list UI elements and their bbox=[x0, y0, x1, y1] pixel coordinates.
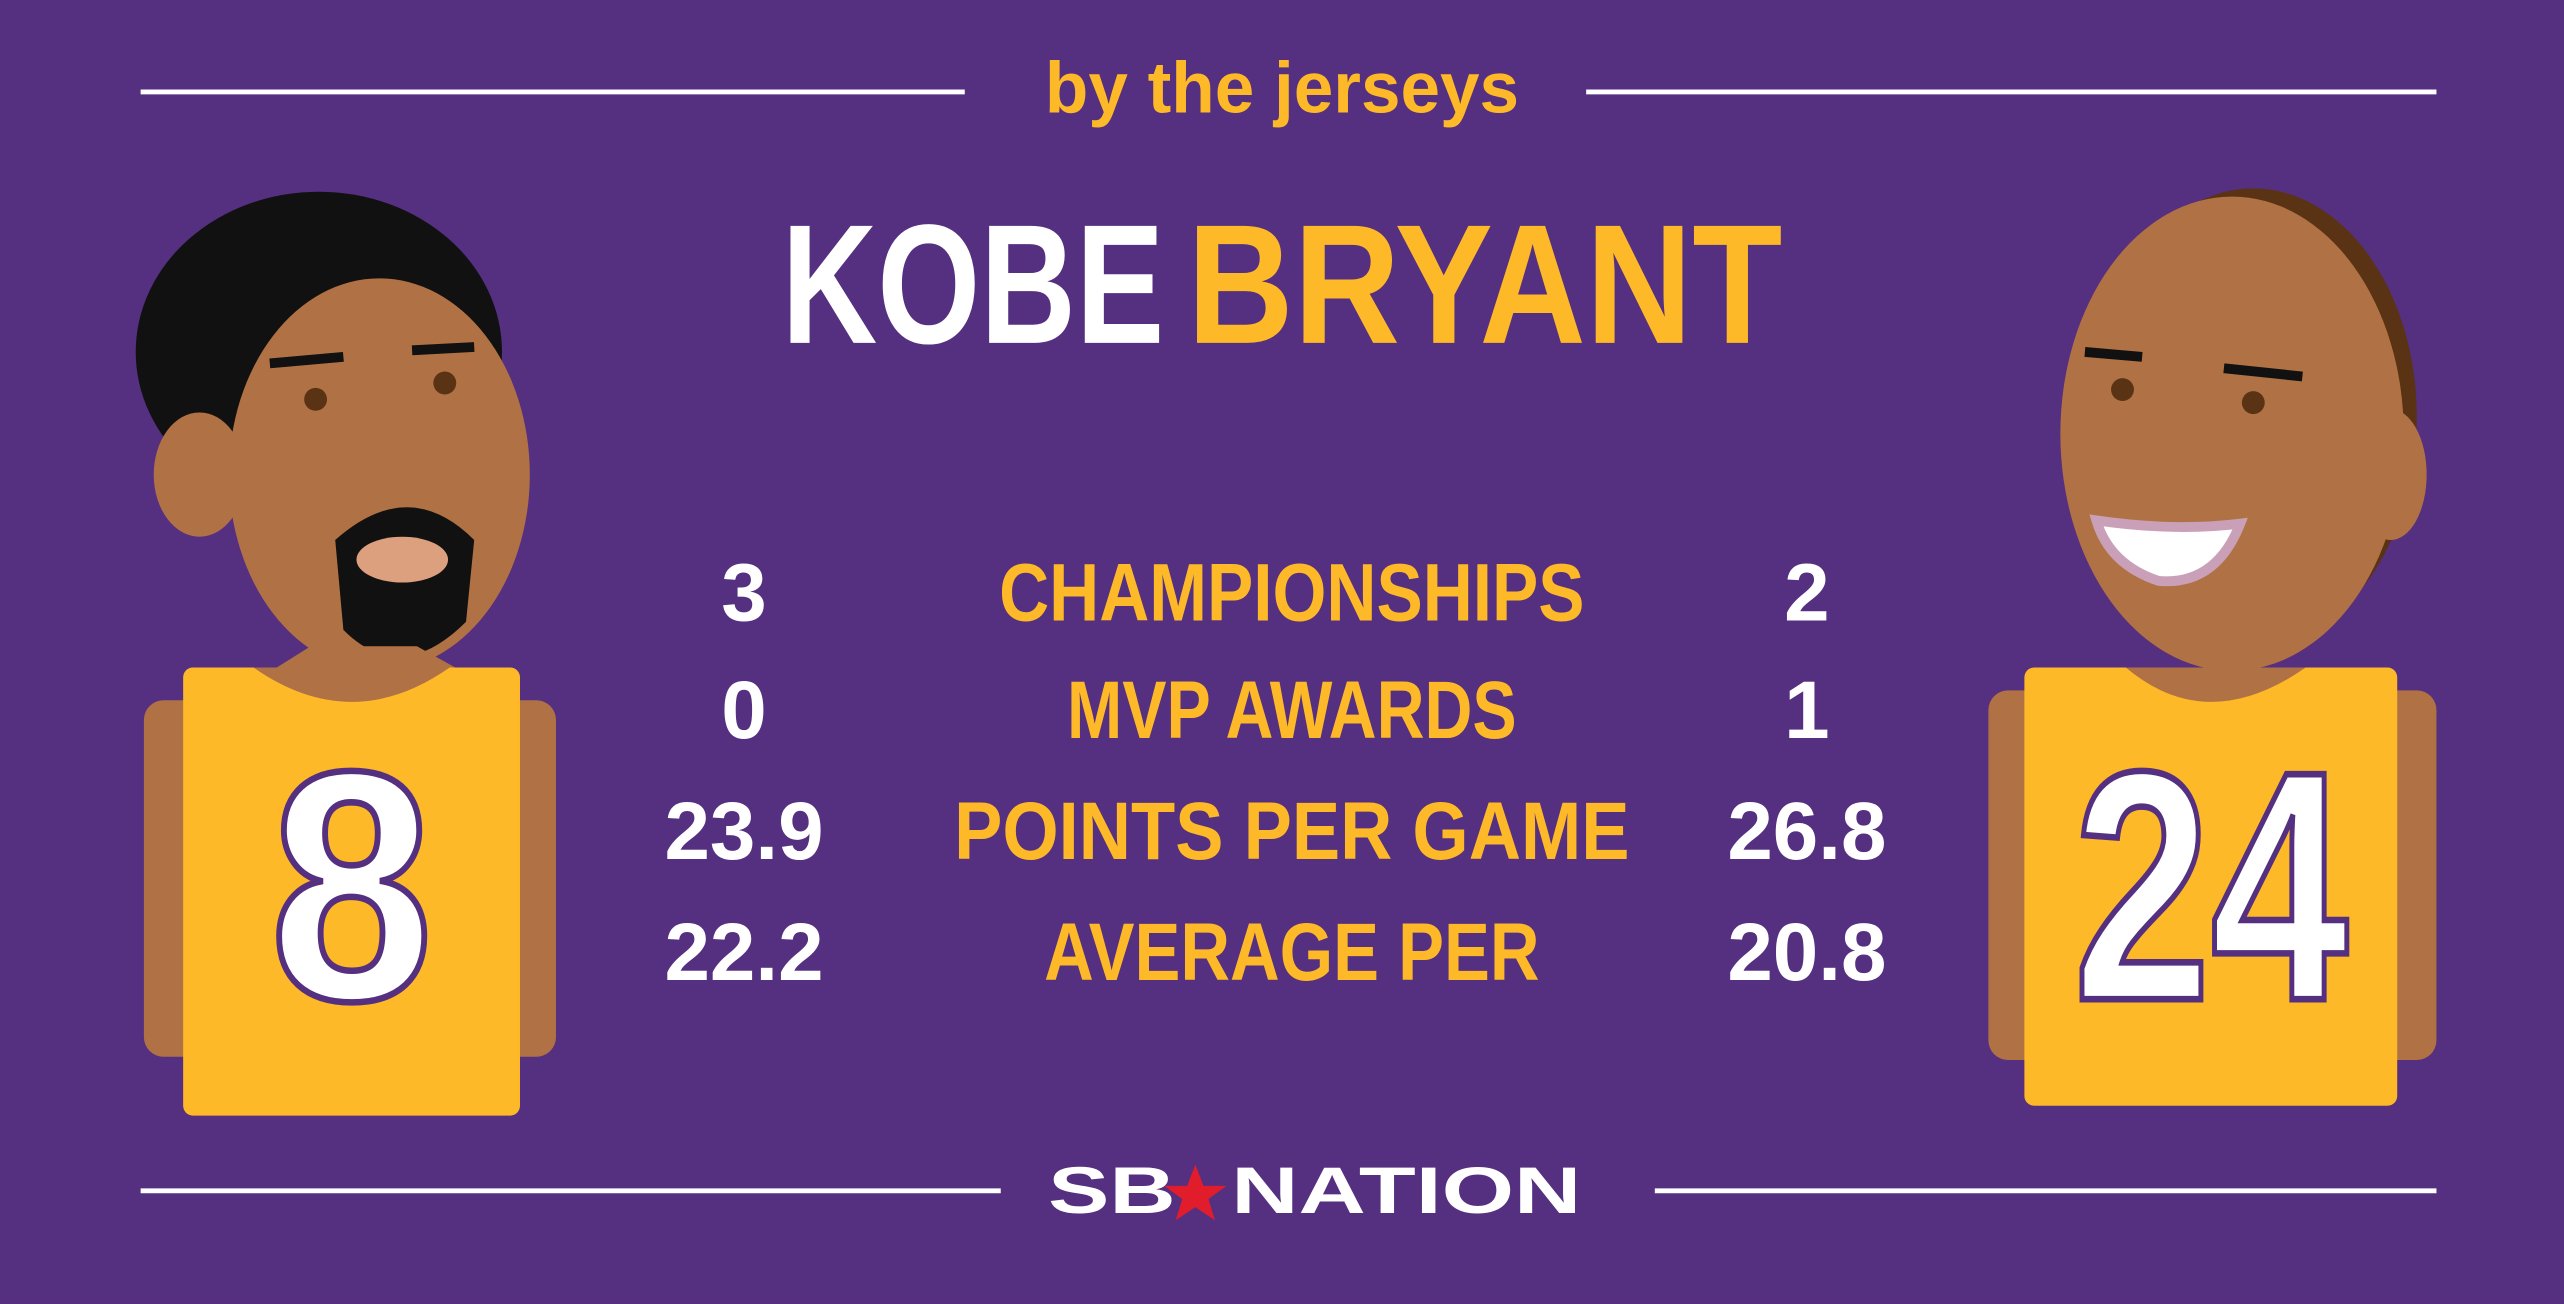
stat-right: 2 bbox=[1784, 547, 1829, 638]
stat-right: 1 bbox=[1784, 665, 1829, 756]
logo-text: NATION bbox=[1231, 1154, 1581, 1227]
stat-label: AVERAGE PER bbox=[1044, 907, 1539, 998]
left-figure bbox=[135, 191, 556, 1116]
first-name: KOBE bbox=[782, 190, 1165, 380]
right-figure bbox=[1988, 188, 2437, 1106]
stat-label: CHAMPIONSHIPS bbox=[999, 547, 1584, 638]
jersey-number: 24 bbox=[2073, 704, 2349, 1069]
stat-left: 0 bbox=[721, 665, 766, 756]
stat-label: POINTS PER GAME bbox=[954, 786, 1629, 877]
stat-left: 22.2 bbox=[664, 907, 823, 998]
stat-label: MVP AWARDS bbox=[1067, 665, 1517, 756]
stats-table: 3 CHAMPIONSHIPS 2 0 MVP AWARDS 1 23.9 POINTS PE… bbox=[664, 547, 1886, 998]
stat-right: 26.8 bbox=[1727, 786, 1886, 877]
stat-left: 23.9 bbox=[664, 786, 823, 877]
last-name: BRYANT bbox=[1187, 190, 1782, 380]
logo-text: SB bbox=[1048, 1154, 1176, 1227]
jersey-number: 8 bbox=[270, 704, 434, 1069]
tagline: by the jerseys bbox=[1045, 49, 1519, 129]
logo-star bbox=[1164, 1164, 1227, 1221]
stat-left: 3 bbox=[721, 547, 766, 638]
stat-right: 20.8 bbox=[1727, 907, 1886, 998]
